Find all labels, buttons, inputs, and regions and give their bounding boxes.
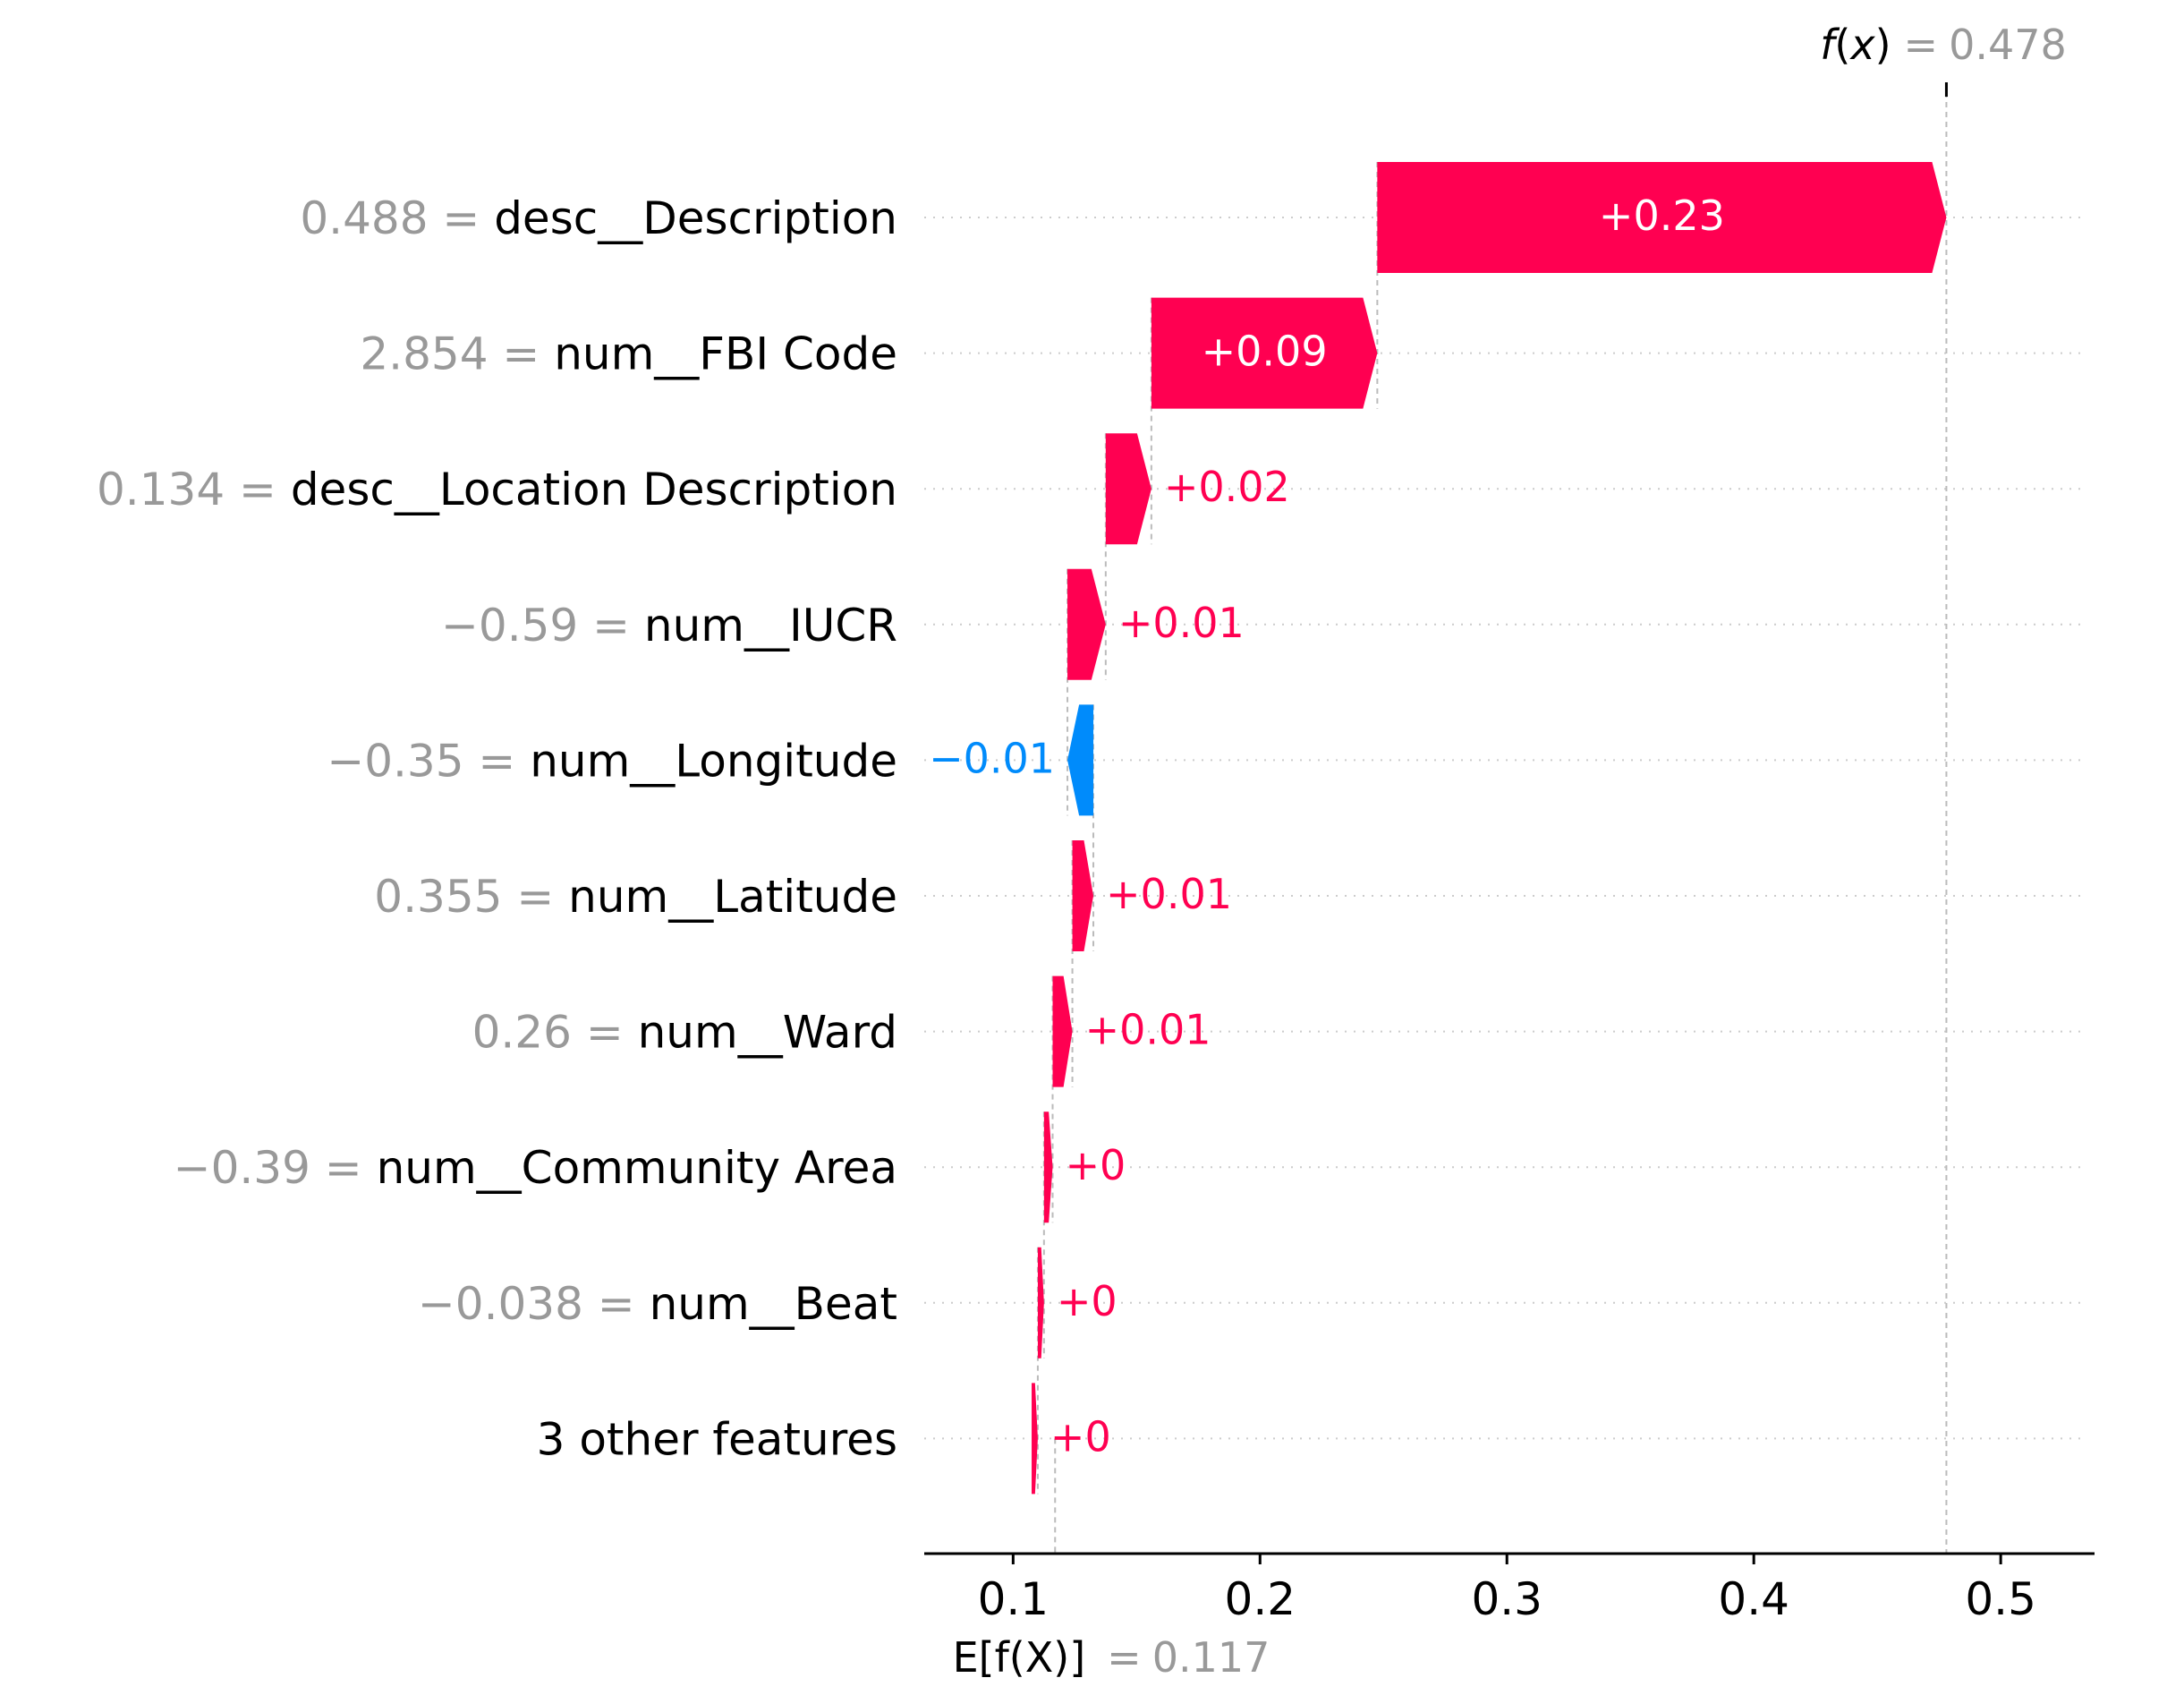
output-value-label: f(x) = 0.478: [1820, 21, 2067, 69]
fx-eq: =: [1904, 21, 1939, 69]
contribution-bar: [1105, 433, 1151, 545]
x-tick-label: 0.5: [1965, 1573, 2036, 1625]
ex-eq: =: [1107, 1633, 1142, 1682]
feature-label: −0.59 = num__IUCR: [441, 600, 897, 652]
contribution-label: +0.23: [1599, 192, 1725, 240]
feature-value: 0.134 =: [97, 464, 291, 515]
contribution-label: +0: [1057, 1277, 1117, 1325]
contribution-label: +0.01: [1106, 870, 1232, 918]
x-tick-label: 0.2: [1225, 1573, 1296, 1625]
x-axis: 0.1 0.2 0.3 0.4 0.5: [924, 1552, 2095, 1625]
contribution-bar: [1043, 1112, 1053, 1223]
feature-name: num__Community Area: [377, 1142, 897, 1194]
feature-value: 0.355 =: [374, 871, 568, 923]
contribution-bar: [1377, 162, 1947, 273]
feature-value: −0.35 =: [327, 735, 530, 787]
fx-arg: x: [1848, 21, 1875, 69]
feature-name: num__Longitude: [530, 735, 897, 787]
x-tick-label: 0.1: [978, 1573, 1050, 1625]
feature-labels: 0.488 = desc__Description 2.854 = num__FB…: [97, 192, 897, 1465]
ex-value: 0.117: [1152, 1633, 1270, 1682]
feature-label: 0.488 = desc__Description: [300, 192, 897, 244]
contribution-bar: [1151, 297, 1378, 409]
contribution-bar: [1072, 840, 1094, 951]
feature-label: 0.26 = num__Ward: [472, 1007, 897, 1059]
feature-label: −0.39 = num__Community Area: [174, 1142, 897, 1194]
contribution-label: +0: [1065, 1141, 1126, 1189]
feature-value: −0.59 =: [441, 600, 644, 652]
feature-name: desc__Description: [494, 192, 897, 244]
contribution-label: +0.01: [1085, 1006, 1211, 1054]
contribution-bars: +0.23 +0.09 +0.02 +0.01 −0.01 +0.01 +0.01 +0 +0 +…: [929, 162, 1947, 1495]
feature-name: num__IUCR: [644, 600, 897, 652]
feature-value: −0.39 =: [174, 1142, 377, 1194]
feature-label: −0.35 = num__Longitude: [327, 735, 897, 787]
feature-name: desc__Location Description: [291, 464, 897, 515]
contribution-bar: [1032, 1383, 1038, 1495]
feature-label: 3 other features: [537, 1413, 897, 1465]
feature-name: num__Latitude: [568, 871, 897, 923]
x-tick-label: 0.3: [1471, 1573, 1542, 1625]
feature-value: −0.038 =: [418, 1278, 650, 1330]
gridlines: [924, 217, 2085, 1440]
feature-label: 0.134 = desc__Location Description: [97, 464, 897, 515]
x-tick-label: 0.4: [1718, 1573, 1789, 1625]
contribution-bar: [1037, 1247, 1044, 1359]
contribution-label: +0.01: [1118, 599, 1245, 647]
feature-label: 0.355 = num__Latitude: [374, 871, 897, 923]
fx-value: 0.478: [1949, 21, 2067, 69]
feature-name: 3 other features: [537, 1413, 897, 1465]
feature-label: 2.854 = num__FBI Code: [360, 328, 897, 380]
contribution-label: +0.02: [1164, 463, 1290, 511]
svg-text:E[f(X)]=0.117: E[f(X)] = 0.117: [953, 1633, 1270, 1682]
contribution-label: +0.09: [1202, 328, 1328, 376]
feature-value: 0.26 =: [472, 1007, 638, 1059]
feature-name: num__Beat: [650, 1278, 897, 1330]
contribution-bar: [1052, 975, 1073, 1087]
feature-value: 0.488 =: [300, 192, 494, 244]
ex-func: E[f(X)]: [953, 1633, 1086, 1682]
contribution-bar: [1067, 704, 1094, 816]
feature-label: −0.038 = num__Beat: [418, 1278, 897, 1330]
base-value-label: E[f(X)] = 0.117: [953, 1633, 1270, 1682]
contribution-label: +0: [1050, 1412, 1111, 1461]
contribution-label: −0.01: [929, 734, 1055, 782]
feature-name: num__FBI Code: [554, 328, 897, 380]
feature-value: 2.854 =: [360, 328, 554, 380]
feature-name: num__Ward: [638, 1007, 897, 1059]
svg-text:f(x)=0.478: f(x) = 0.478: [1820, 21, 2067, 69]
contribution-bar: [1067, 568, 1106, 680]
